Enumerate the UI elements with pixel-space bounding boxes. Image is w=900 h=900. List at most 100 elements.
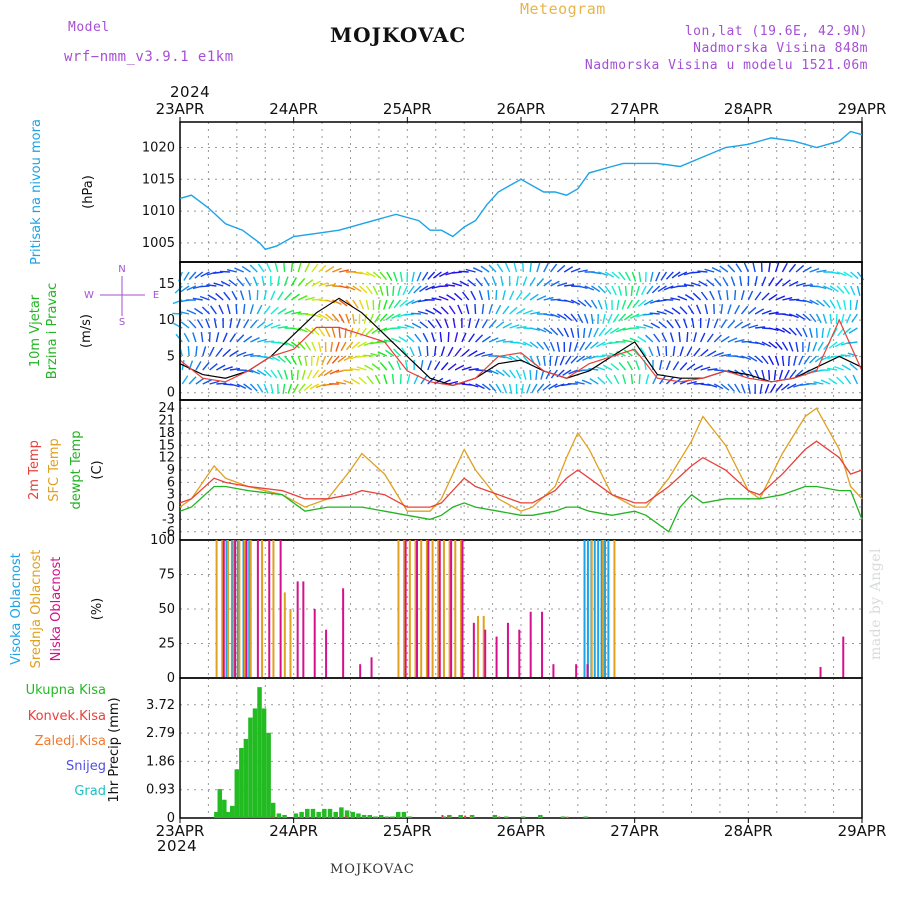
precip-bar — [458, 814, 463, 818]
y-tick-label: 5 — [167, 349, 175, 364]
wind-arrow — [290, 276, 298, 287]
wind-arrow — [377, 299, 381, 310]
cloud-bar — [583, 540, 586, 678]
wind-arrow — [821, 327, 825, 339]
cloud-bar — [819, 666, 822, 678]
wind-arrow — [474, 318, 480, 329]
wind-arrow — [564, 284, 575, 287]
wind-arrow — [343, 355, 354, 362]
cloud-bar — [477, 615, 480, 678]
wind-arrow — [844, 375, 852, 385]
wind-arrow — [622, 339, 633, 343]
wind-arrow — [396, 360, 402, 371]
y-tick-label: 9 — [167, 463, 175, 478]
wind-arrow — [435, 319, 443, 329]
wind-arrow — [605, 375, 613, 385]
wind-arrow — [356, 355, 367, 358]
wind-arrow — [297, 355, 303, 366]
wind-arrow — [481, 303, 485, 315]
precip-bar — [266, 732, 271, 818]
wind-arrow — [431, 332, 436, 343]
wind-arrow — [277, 276, 281, 287]
cloud-bar — [472, 622, 475, 678]
wind-arrow — [458, 270, 469, 273]
cloud-bar — [408, 540, 411, 678]
wind-arrow — [331, 313, 340, 323]
wind-arrow — [426, 345, 429, 357]
wind-arrow — [720, 319, 727, 329]
wind-arrow — [502, 322, 512, 329]
cloud-bar — [541, 611, 544, 678]
wind-arrow — [306, 369, 313, 380]
wind-arrow — [752, 262, 756, 273]
wind-arrow — [304, 279, 314, 287]
y-tick-label: 2.79 — [146, 726, 175, 741]
wind-arrow — [700, 366, 711, 371]
wind-arrow — [216, 364, 226, 371]
wind-arrow — [522, 355, 531, 365]
wind-arrow — [700, 348, 709, 357]
x-tick-label-bottom: 24APR — [269, 822, 318, 840]
wind-arrow — [270, 369, 278, 379]
wind-arrow — [323, 369, 333, 377]
cloud-bar — [416, 540, 419, 678]
precip-bar — [384, 816, 390, 818]
wind-arrow — [391, 313, 401, 320]
wind-arrow — [635, 285, 640, 296]
precip-bar — [339, 807, 344, 818]
wind-arrow — [173, 322, 183, 329]
precip-bar — [261, 708, 267, 818]
wind-arrow — [385, 349, 395, 357]
wind-arrow — [611, 285, 617, 296]
wind-arrow — [213, 318, 218, 329]
cloud-bar — [370, 657, 373, 678]
wind-arrow — [290, 341, 300, 349]
wind-arrow — [856, 285, 861, 296]
wind-arrow — [829, 299, 836, 309]
wind-arrow — [550, 263, 558, 273]
wind-arrow — [597, 285, 606, 294]
wind-arrow — [604, 285, 612, 295]
cloud-bar — [438, 540, 441, 678]
wind-arrow — [727, 264, 736, 273]
wind-arrow — [399, 271, 403, 282]
wind-arrow — [297, 277, 306, 287]
wind-arrow — [834, 365, 845, 371]
wind-arrow — [465, 304, 470, 315]
cloud-bar — [283, 592, 286, 678]
wind-arrow — [635, 360, 640, 371]
wind-arrow — [638, 271, 642, 282]
wind-arrow — [495, 321, 505, 329]
wind-arrow — [508, 383, 513, 394]
wind-arrow — [359, 285, 368, 294]
wind-arrow — [843, 285, 851, 295]
wind-arrow — [330, 341, 334, 352]
wind-arrow — [454, 347, 462, 357]
wind-arrow — [520, 383, 524, 394]
precip-legend-item: Konvek.Kisa — [28, 709, 106, 724]
wind-arrow — [256, 321, 266, 329]
precip-legend-item: Zaledj.Kisa — [35, 734, 106, 749]
wind-arrow — [529, 369, 532, 381]
wind-arrow — [773, 369, 777, 381]
wind-arrow — [311, 280, 321, 287]
wind-arrow — [252, 276, 258, 287]
wind-arrow — [759, 383, 763, 394]
wind-arrow — [488, 264, 497, 273]
wind-arrow — [345, 285, 356, 291]
wind-arrow — [291, 311, 302, 315]
wind-arrow — [459, 280, 470, 287]
wind-arrow — [747, 355, 758, 362]
wind-arrow — [809, 313, 817, 323]
compass-w: W — [84, 290, 94, 301]
wind-arrow — [216, 382, 227, 385]
wind-arrow — [393, 299, 402, 309]
wind-arrow — [357, 341, 367, 348]
wind-arrow — [304, 341, 312, 351]
wind-arrow — [761, 369, 766, 380]
wind-arrow — [713, 318, 719, 329]
wind-arrow — [431, 297, 442, 301]
wind-arrow — [602, 341, 613, 346]
wind-arrow — [331, 355, 340, 364]
wind-arrow — [249, 383, 258, 392]
